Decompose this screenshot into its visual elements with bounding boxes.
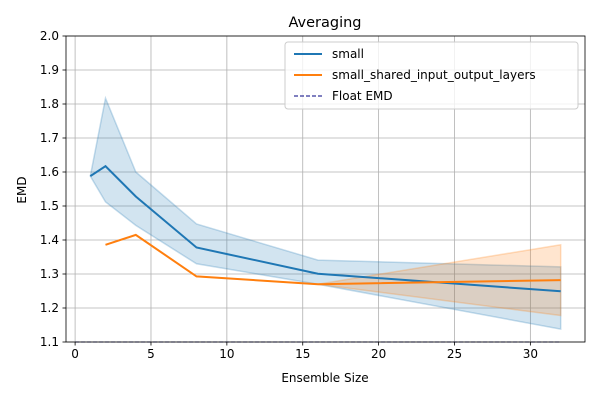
y-tick-label: 1.6 (40, 165, 59, 179)
x-tick-label: 20 (371, 347, 386, 361)
x-tick-label: 30 (523, 347, 538, 361)
y-axis-label: EMD (15, 176, 29, 203)
y-tick-label: 1.2 (40, 301, 59, 315)
series-line (105, 233, 561, 286)
legend-label: Float EMD (332, 89, 393, 103)
confidence-band (89, 95, 562, 331)
y-tick-label: 1.9 (40, 63, 59, 77)
y-tick-label: 2.0 (40, 29, 59, 43)
chart-title: Averaging (288, 15, 361, 31)
axes-frame (65, 35, 586, 343)
y-tick-label: 1.3 (40, 267, 59, 281)
y-tick-label: 1.4 (40, 233, 59, 247)
x-tick-label: 10 (219, 347, 234, 361)
x-axis-label: Ensemble Size (281, 371, 368, 385)
legend-box (284, 41, 579, 110)
legend-label: small_shared_input_output_layers (332, 68, 536, 82)
x-tick-label: 25 (447, 347, 462, 361)
y-tick-label: 1.1 (40, 335, 59, 349)
y-tick-label: 1.5 (40, 199, 59, 213)
x-tick-label: 15 (295, 347, 310, 361)
x-tick-label: 5 (147, 347, 155, 361)
series-line (89, 164, 561, 293)
legend-label: small (332, 47, 364, 61)
x-tick-label: 0 (71, 347, 79, 361)
legend: small small_shared_input_output_layers Flo… (284, 41, 579, 110)
y-tick-label: 1.8 (40, 97, 59, 111)
y-tick-label: 1.7 (40, 131, 59, 145)
